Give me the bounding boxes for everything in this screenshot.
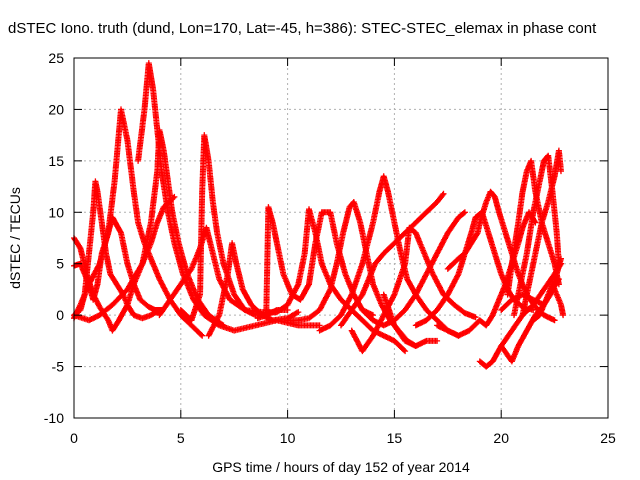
y-tick-label: 25 [48, 50, 64, 66]
data-series [530, 281, 567, 324]
y-tick-label: 0 [56, 307, 64, 323]
data-series [511, 152, 562, 319]
x-tick-label: 5 [177, 430, 185, 446]
plus-markers [348, 224, 479, 355]
plus-markers [205, 240, 302, 339]
y-tick-label: 10 [48, 204, 64, 220]
x-axis-label: GPS time / hours of day 152 of year 2014 [212, 459, 470, 475]
plus-markers [380, 291, 441, 349]
x-tick-label: 20 [493, 430, 509, 446]
x-tick-label: 15 [387, 430, 403, 446]
plus-markers [177, 132, 291, 324]
plus-markers [511, 152, 562, 319]
y-tick-label: 20 [48, 101, 64, 117]
plus-markers [338, 190, 447, 329]
plus-markers [530, 281, 567, 324]
chart-title: dSTEC Iono. truth (dund, Lon=170, Lat=-4… [8, 20, 597, 37]
data-series [348, 224, 479, 355]
x-tick-label: 25 [600, 430, 616, 446]
data-points [71, 60, 567, 370]
y-tick-label: -5 [52, 359, 65, 375]
plot-frame [73, 57, 609, 419]
data-series [205, 240, 302, 339]
data-series [338, 190, 447, 329]
y-tick-label: -10 [44, 410, 64, 426]
y-tick-label: 15 [48, 153, 64, 169]
x-tick-label: 10 [280, 430, 296, 446]
x-tick-label: 0 [70, 430, 78, 446]
data-series [177, 132, 291, 324]
y-tick-label: 5 [56, 256, 64, 272]
axis-ticks: 0 5 10 15 20 25 -10 -5 0 5 10 15 20 25 [44, 50, 616, 446]
y-axis-label: dSTEC / TECUs [7, 187, 23, 289]
data-series [380, 291, 441, 349]
